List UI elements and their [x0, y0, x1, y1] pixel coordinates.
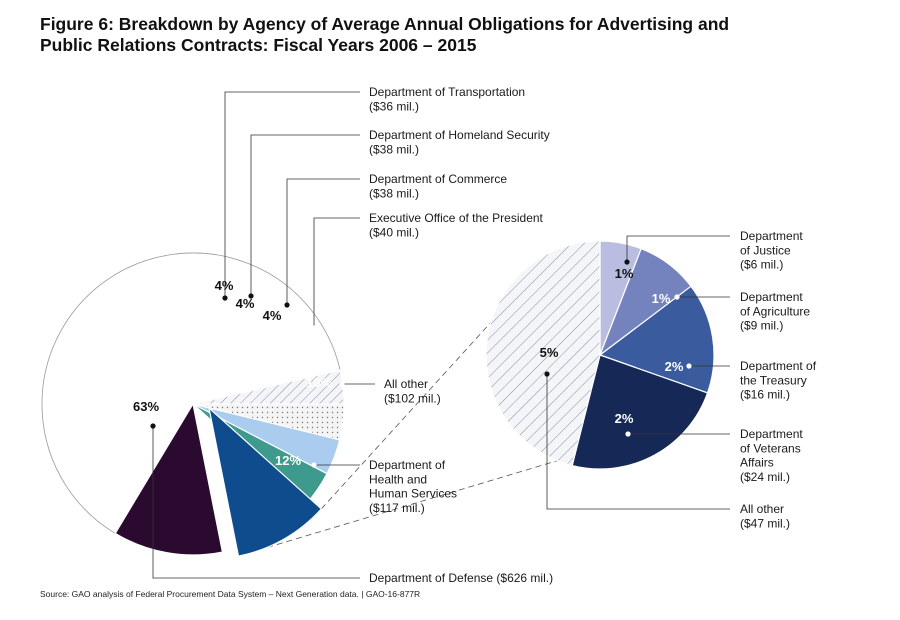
sub-leader-dot-justice [624, 259, 630, 265]
main-category-label-eop: Executive Office of the President ($40 mi… [369, 211, 544, 239]
main-pct-label-homeland: 4% [236, 296, 255, 311]
main-slice-hhs [114, 402, 224, 556]
sub-leader-dot-treasury [686, 363, 692, 369]
main-pct-label-hhs: 12% [275, 453, 301, 468]
sub-slice-treasury [598, 285, 715, 394]
chart-title-line-2: Public Relations Contracts: Fiscal Years… [40, 35, 477, 55]
main-pct-label-eop: 4% [288, 323, 307, 338]
main-leader-dot-defense [150, 423, 156, 429]
main-leader-dot-commerce [284, 302, 290, 308]
sub-pct-label-treasury: 2% [665, 359, 684, 374]
main-category-label-hhs: Department of Health and Human Services ($1… [369, 458, 457, 515]
chart-title-line-1: Figure 6: Breakdown by Agency of Average… [40, 14, 730, 34]
sub-leader-dot-veterans [625, 431, 631, 437]
main-leader-dot-transportation [222, 295, 228, 301]
main-slice-allother [208, 406, 323, 557]
chart-title: Figure 6: Breakdown by Agency of Average… [40, 14, 860, 56]
main-leader-eop [313, 217, 360, 328]
main-pct-label-defense: 63% [133, 399, 159, 414]
sub-slice-veterans [571, 354, 709, 470]
main-leader-commerce [286, 178, 360, 305]
all-other-pie [485, 240, 715, 470]
slice-labels: 63%4%4%4%4%10%12%Department of Defense (… [133, 85, 817, 585]
main-pie [41, 252, 345, 557]
main-pct-label-transportation: 4% [215, 278, 234, 293]
sub-pct-label-justice: 1% [615, 266, 634, 281]
main-leader-dot-allother [339, 381, 345, 387]
main-category-label-homeland: Department of Homeland Security ($38 mil.… [369, 128, 550, 156]
main-category-label-commerce: Department of Commerce ($38 mil.) [369, 172, 507, 200]
sub-leader-justice [626, 235, 730, 262]
sub-pct-label-other: 5% [540, 345, 559, 360]
sub-category-label-other: All other ($47 mil.) [740, 502, 790, 530]
main-leader-transportation [224, 91, 360, 298]
main-category-label-defense: Department of Defense ($626 mil.) [369, 571, 553, 585]
source-note: Source: GAO analysis of Federal Procurem… [40, 589, 421, 599]
main-pct-label-commerce: 4% [263, 308, 282, 323]
main-leader-homeland [250, 134, 360, 296]
sub-pct-label-veterans: 2% [615, 411, 634, 426]
sub-leader-dot-agriculture [674, 294, 680, 300]
main-category-label-allother: All other ($102 mil.) [384, 377, 441, 405]
sub-category-label-agriculture: Department of Agriculture ($9 mil.) [740, 290, 810, 333]
sub-leader-dot-other [544, 371, 550, 377]
leader-lines [150, 91, 730, 579]
connector-bottom [238, 460, 558, 557]
sub-slice-other [485, 240, 601, 467]
main-leader-dot-homeland [248, 293, 254, 299]
main-leader-dot-hhs [311, 462, 317, 468]
sub-leader-other [546, 374, 730, 510]
main-leader-dot-eop [311, 325, 317, 331]
main-leader-defense [152, 426, 360, 579]
sub-category-label-treasury: Department of the Treasury ($16 mil.) [740, 359, 817, 402]
sub-pct-label-agriculture: 1% [652, 291, 671, 306]
main-pct-label-allother: 10% [306, 375, 332, 390]
main-slice-defense [41, 252, 341, 534]
sub-category-label-justice: Department of Justice ($6 mil.) [740, 229, 803, 272]
sub-category-label-veterans: Department of Veterans Affairs ($24 mil.) [740, 427, 803, 484]
main-category-label-transportation: Department of Transportation ($36 mil.) [369, 85, 525, 113]
